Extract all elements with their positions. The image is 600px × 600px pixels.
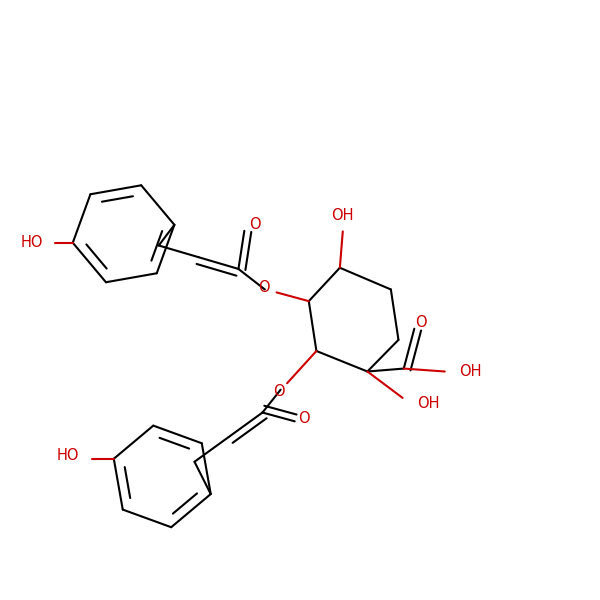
Text: O: O [258,280,269,295]
Text: HO: HO [21,235,43,250]
Text: HO: HO [56,448,79,463]
Text: OH: OH [460,364,482,379]
Text: O: O [273,384,285,399]
Text: OH: OH [332,208,354,223]
Text: O: O [416,316,427,331]
Text: OH: OH [417,396,440,411]
Text: O: O [298,411,310,426]
Text: O: O [249,217,260,232]
